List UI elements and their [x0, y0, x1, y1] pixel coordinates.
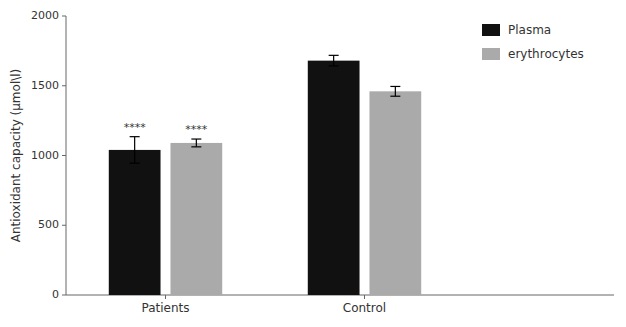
- chart: 0 500 1000 1500 2000 Antioxidant capacity (μm…: [0, 0, 626, 327]
- y-tick-label: 500: [38, 218, 59, 231]
- y-tick-label: 2000: [31, 9, 59, 22]
- y-tick: [62, 16, 66, 17]
- error-bar: [191, 139, 201, 147]
- y-tick-label: 1500: [31, 79, 59, 92]
- legend-swatch: [482, 24, 500, 36]
- bar: [170, 143, 222, 295]
- bars: [109, 55, 421, 295]
- y-axis-line: [66, 16, 67, 295]
- y-tick-label: 0: [52, 288, 59, 301]
- legend-label: erythrocytes: [508, 47, 584, 61]
- x-axis: Patients Control: [66, 295, 614, 315]
- annotation: ****: [185, 123, 208, 136]
- y-axis: 0 500 1000 1500 2000: [31, 9, 66, 301]
- chart-container: 0 500 1000 1500 2000 Antioxidant capacity (μm…: [0, 0, 626, 327]
- legend-label: Plasma: [508, 23, 551, 37]
- annotation: ****: [124, 121, 147, 134]
- error-bar: [329, 55, 339, 66]
- annotations: **** ****: [124, 121, 208, 136]
- x-tick: [165, 295, 166, 299]
- y-tick: [62, 295, 66, 296]
- legend: Plasma erythrocytes: [482, 23, 584, 61]
- error-bar: [390, 86, 400, 96]
- legend-swatch: [482, 48, 500, 60]
- bar: [109, 150, 161, 295]
- y-axis-label: Antioxidant capacity (μmol\l): [9, 69, 23, 243]
- y-tick-label: 1000: [31, 149, 59, 162]
- x-tick: [364, 295, 365, 299]
- x-tick-label: Patients: [141, 301, 189, 315]
- y-tick: [62, 225, 66, 226]
- y-tick: [62, 85, 66, 86]
- bar: [369, 91, 421, 295]
- y-tick: [62, 155, 66, 156]
- bar: [308, 61, 360, 295]
- x-tick-label: Control: [343, 301, 386, 315]
- error-bar: [130, 137, 140, 164]
